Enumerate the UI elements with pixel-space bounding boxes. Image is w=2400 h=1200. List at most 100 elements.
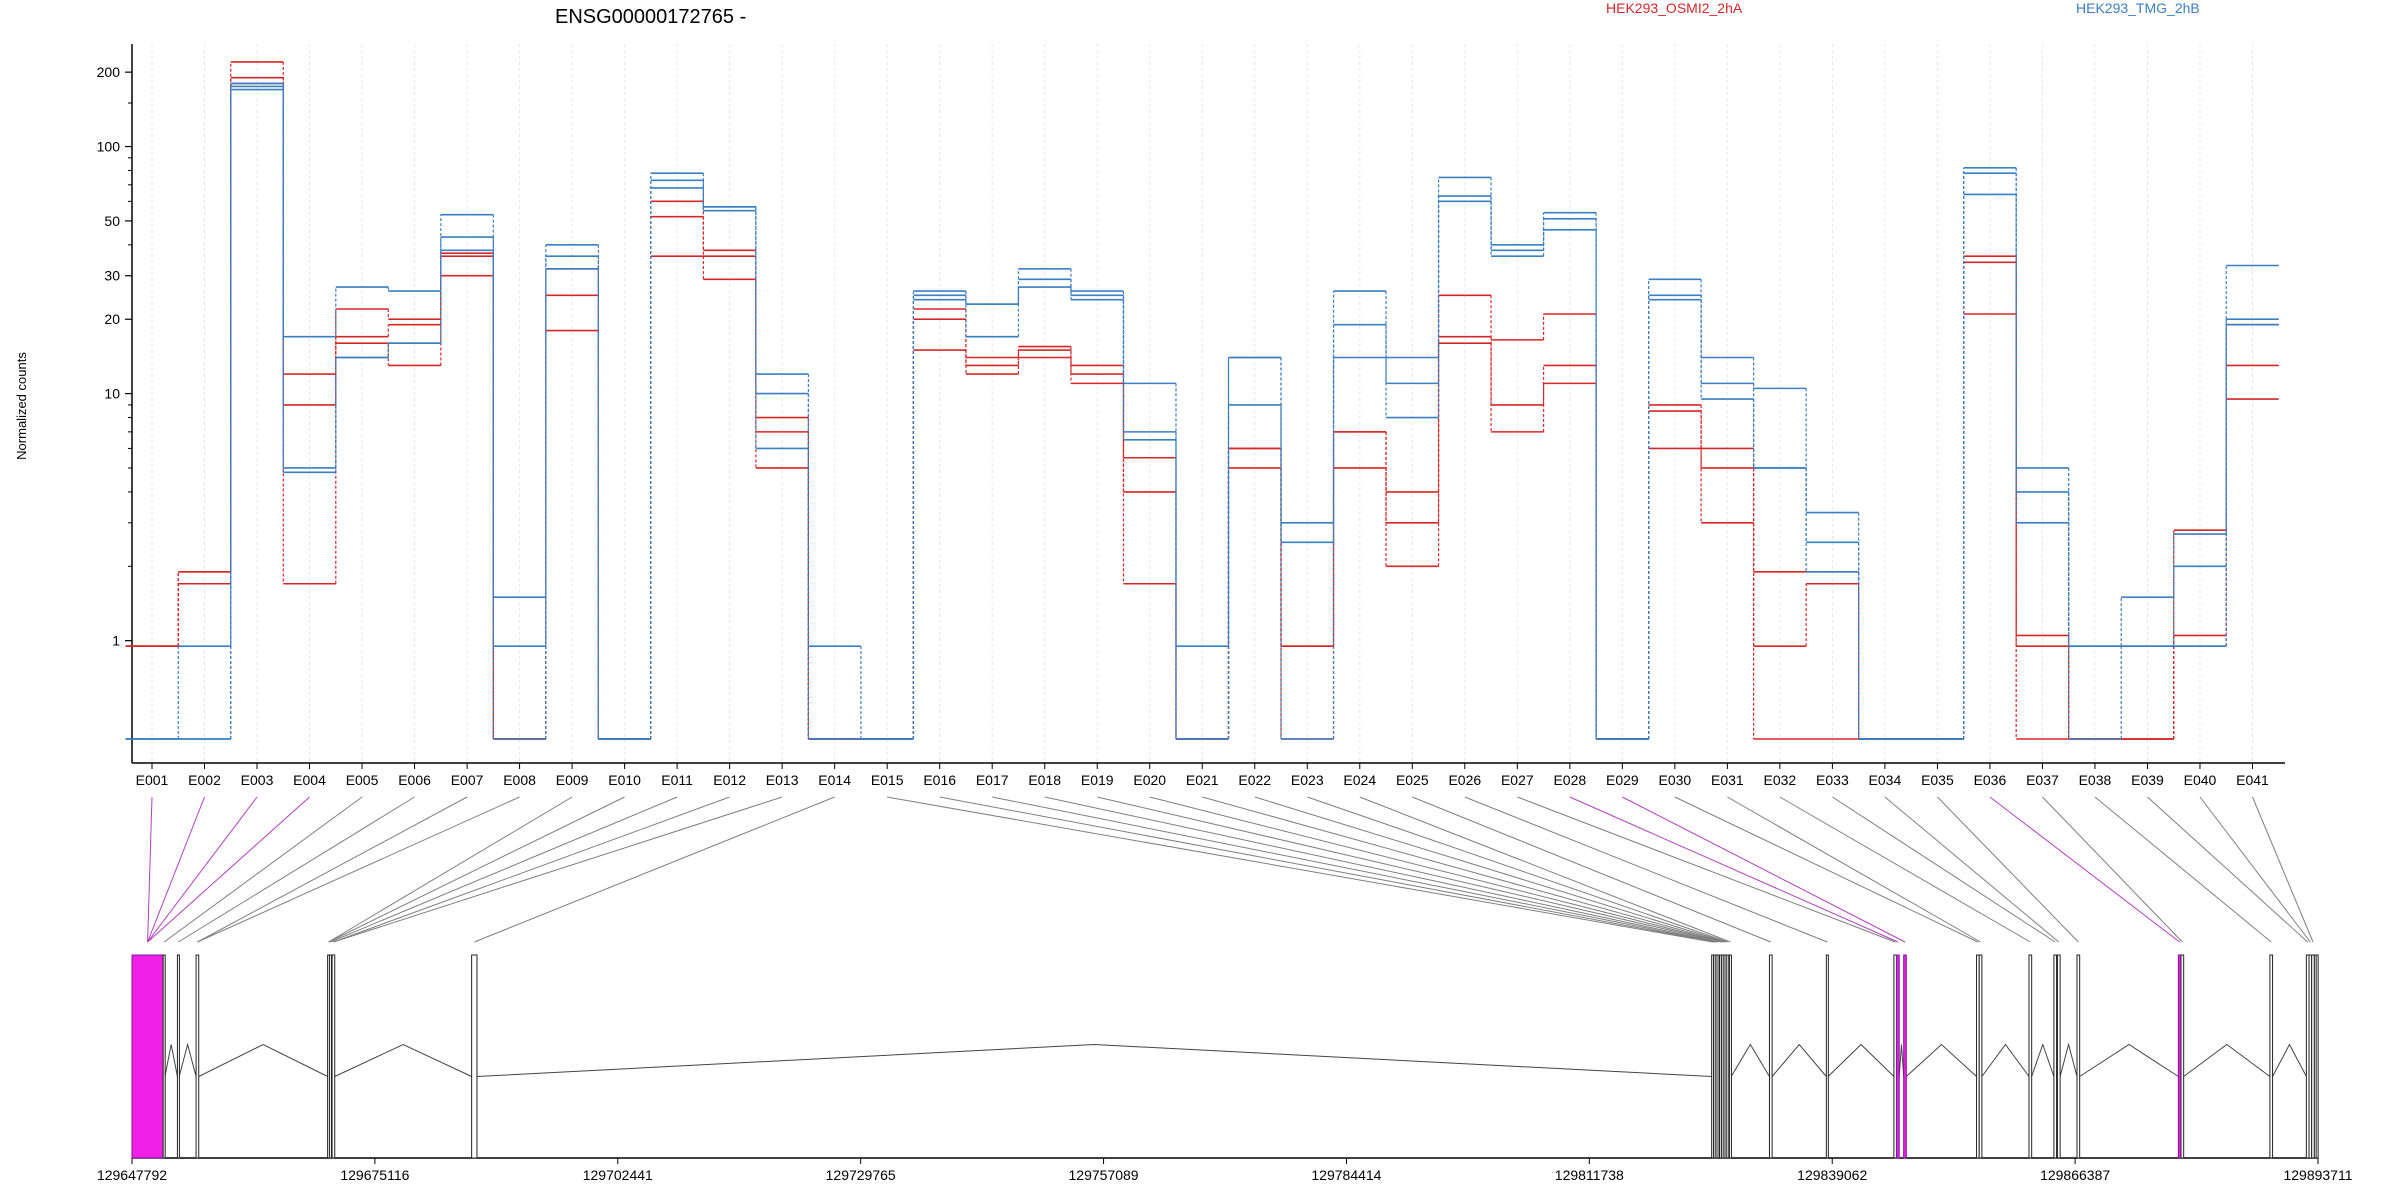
- intron-line: [198, 1043, 328, 1077]
- x-tick-label: E038: [2079, 772, 2112, 788]
- exon-connector: [887, 796, 1713, 943]
- intron-line: [164, 1044, 178, 1077]
- x-tick-label: E039: [2131, 772, 2164, 788]
- x-tick-label: E024: [1343, 772, 1376, 788]
- intron-line: [1981, 1043, 2030, 1077]
- x-tick-label: E002: [188, 772, 221, 788]
- intron-line: [476, 1043, 1712, 1077]
- x-tick-label: E009: [556, 772, 589, 788]
- x-tick-label: E029: [1606, 772, 1639, 788]
- exon-connector: [2147, 796, 2309, 943]
- x-tick-label: E040: [2184, 772, 2217, 788]
- x-tick-label: E030: [1659, 772, 1692, 788]
- exon-box: [1726, 954, 1730, 1159]
- exon-connector: [474, 796, 835, 943]
- y-tick-label: 10: [104, 386, 120, 402]
- genome-tick-label: 129647792: [97, 1167, 167, 1183]
- exon-box: [1825, 954, 1829, 1159]
- exon-connector: [147, 796, 310, 943]
- x-tick-label: E027: [1501, 772, 1534, 788]
- x-tick-label: E001: [136, 772, 169, 788]
- x-tick-label: E034: [1869, 772, 1902, 788]
- genome-tick-label: 129811738: [1555, 1167, 1624, 1183]
- genome-tick-label: 129784414: [1311, 1167, 1381, 1183]
- exon-box: [2269, 954, 2274, 1159]
- intron-line: [1905, 1043, 1977, 1077]
- y-axis-label: Normalized counts: [14, 352, 29, 460]
- exon-box: [471, 954, 478, 1159]
- exon-connector: [163, 796, 363, 943]
- exon-connector: [147, 796, 258, 943]
- x-tick-label: E022: [1238, 772, 1271, 788]
- exon-connectors: [147, 796, 2314, 943]
- exon-box: [2076, 954, 2081, 1159]
- exon-connector: [328, 796, 625, 943]
- exon-connector: [2252, 796, 2314, 943]
- exon-connector: [147, 796, 153, 943]
- exon-connector: [1989, 796, 2180, 943]
- series-5: [125, 88, 2279, 740]
- x-tick-label: E013: [766, 772, 799, 788]
- x-tick-label: E004: [293, 772, 326, 788]
- genome-tick-label: 129702441: [583, 1167, 653, 1183]
- intron-line: [1827, 1043, 1895, 1077]
- x-tick-label: E020: [1133, 772, 1166, 788]
- exon-box: [195, 954, 200, 1159]
- x-tick-label: E018: [1028, 772, 1061, 788]
- x-tick-label: E026: [1448, 772, 1481, 788]
- exon-box: [2315, 954, 2319, 1159]
- exon-connector: [1779, 796, 2031, 943]
- x-tick-label: E037: [2026, 772, 2059, 788]
- intron-line: [1771, 1043, 1827, 1077]
- y-tick-label: 1: [112, 633, 120, 649]
- exon-connector: [178, 796, 415, 943]
- x-tick-label: E007: [451, 772, 484, 788]
- series-lines: [125, 61, 2279, 740]
- chart-title: ENSG00000172765 -: [555, 6, 746, 28]
- x-tick-label: E028: [1553, 772, 1586, 788]
- x-tick-label: E011: [661, 772, 693, 788]
- exon-box: [2053, 954, 2058, 1159]
- genome-tick-label: 129729765: [826, 1167, 896, 1183]
- intron-line: [2031, 1042, 2055, 1077]
- x-tick-label: E021: [1186, 772, 1219, 788]
- exon-connector: [992, 796, 1717, 943]
- exon-connector: [330, 796, 678, 943]
- x-tick-label: E041: [2236, 772, 2269, 788]
- exon-connector: [333, 796, 783, 943]
- exon-connector: [1569, 796, 1899, 943]
- x-tick-label: E008: [503, 772, 536, 788]
- intron-line: [2183, 1043, 2271, 1077]
- x-tick-label: E003: [241, 772, 274, 788]
- exon-box: [1768, 954, 1773, 1159]
- exon-connector: [1412, 796, 1771, 943]
- exon-connector: [2042, 796, 2183, 943]
- intron-line: [2059, 1042, 2078, 1077]
- exon-connector: [333, 796, 730, 943]
- exon-box: [1896, 954, 1900, 1159]
- y-tick-label: 50: [104, 213, 120, 229]
- x-tick-label: E031: [1711, 772, 1744, 788]
- x-tick-label: E025: [1396, 772, 1429, 788]
- exon-connector: [1884, 796, 2060, 943]
- genome-tick-label: 129839062: [1797, 1167, 1867, 1183]
- exon-connector: [1307, 796, 1728, 943]
- exon-box: [2056, 954, 2061, 1159]
- y-tick-label: 20: [104, 311, 120, 327]
- exon-connector: [1097, 796, 1721, 943]
- exon-box: [176, 954, 180, 1159]
- genome-tick-label: 129893711: [2283, 1167, 2352, 1183]
- exon-connector: [2199, 796, 2311, 943]
- exon-connector: [1202, 796, 1725, 943]
- x-tick-label: E006: [398, 772, 431, 788]
- exon-connector: [197, 796, 520, 943]
- exon-box: [1728, 954, 1732, 1159]
- x-tick-label: E014: [818, 772, 851, 788]
- exon-connector: [1937, 796, 2079, 943]
- exon-connector: [1832, 796, 2056, 943]
- gene-model: 129647792 129675116 129702441 129729765 1297…: [97, 954, 2353, 1183]
- genome-tick-label: 129866387: [2040, 1167, 2110, 1183]
- exon-connector: [1044, 796, 1718, 943]
- intron-line: [334, 1043, 472, 1077]
